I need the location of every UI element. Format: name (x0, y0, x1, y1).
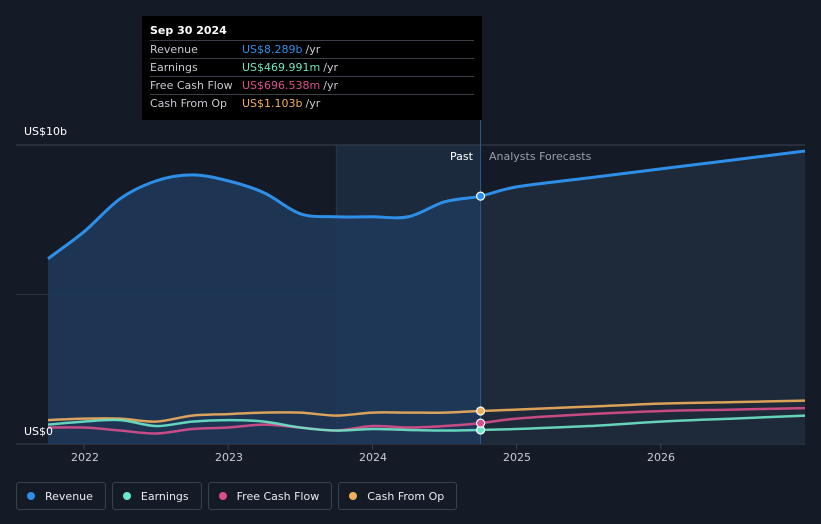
revenue-area-forecast (480, 150, 805, 444)
tooltip-unit: /yr (323, 79, 338, 92)
tooltip-row-revenue: Revenue US$8.289b /yr (150, 40, 474, 58)
legend-dot-icon (218, 492, 227, 500)
legend-item-cash-from-op[interactable]: Cash From Op (338, 482, 458, 510)
forecast-label: Analysts Forecasts (489, 150, 592, 163)
legend-dot-icon (349, 492, 358, 500)
tooltip-date: Sep 30 2024 (150, 24, 227, 37)
series-line-revenue (47, 149, 806, 260)
series-line-earnings (47, 414, 806, 432)
tooltip-row-free-cash-flow: Free Cash Flow US$696.538m /yr (150, 76, 474, 94)
tooltip-label: Cash From Op (150, 97, 228, 110)
y-tick-label-top: US$10b (24, 125, 68, 138)
chart-legend: Revenue Earnings Free Cash Flow Cash Fro… (16, 482, 458, 510)
tooltip-row-earnings: Earnings US$469.991m /yr (150, 58, 474, 76)
marker-free-cash-flow (475, 418, 486, 428)
x-tick-2022: 2022 (71, 451, 99, 464)
x-tick-2025: 2025 (503, 451, 531, 464)
legend-label: Cash From Op (367, 489, 445, 503)
tooltip-unit: /yr (323, 61, 338, 74)
tooltip-value: US$696.538m (242, 79, 321, 92)
tooltip-unit: /yr (305, 43, 321, 56)
tooltip-label: Revenue (150, 43, 198, 56)
series-line-free-cash-flow (47, 406, 806, 435)
marker-revenue (475, 191, 486, 201)
tooltip-row-cash-from-op: Cash From Op US$1.103b /yr (150, 94, 474, 112)
tooltip-value: US$469.991m (242, 61, 321, 74)
tooltip-label: Earnings (150, 61, 198, 74)
legend-item-revenue[interactable]: Revenue (16, 482, 106, 510)
data-tooltip: Sep 30 2024 Revenue US$8.289b /yr Earnin… (142, 16, 482, 120)
revenue-area-past (48, 174, 481, 444)
x-tick-2024: 2024 (359, 451, 387, 464)
x-tick-2026: 2026 (647, 451, 675, 464)
tooltip-unit: /yr (305, 97, 321, 110)
past-label: Past (450, 150, 473, 163)
legend-dot-icon (122, 492, 131, 500)
legend-item-earnings[interactable]: Earnings (111, 482, 202, 510)
series-line-cash-from-op (47, 399, 806, 423)
legend-label: Earnings (140, 489, 189, 503)
x-tick-2023: 2023 (215, 451, 243, 464)
legend-label: Revenue (45, 489, 93, 503)
marker-cash-from-op (475, 406, 486, 416)
legend-dot-icon (27, 492, 35, 500)
tooltip-label: Free Cash Flow (150, 79, 233, 92)
legend-item-free-cash-flow[interactable]: Free Cash Flow (207, 482, 333, 510)
tooltip-value: US$1.103b (242, 97, 303, 110)
y-tick-label-bottom: US$0 (24, 425, 54, 438)
tooltip-value: US$8.289b (242, 43, 303, 56)
legend-label: Free Cash Flow (236, 489, 320, 503)
